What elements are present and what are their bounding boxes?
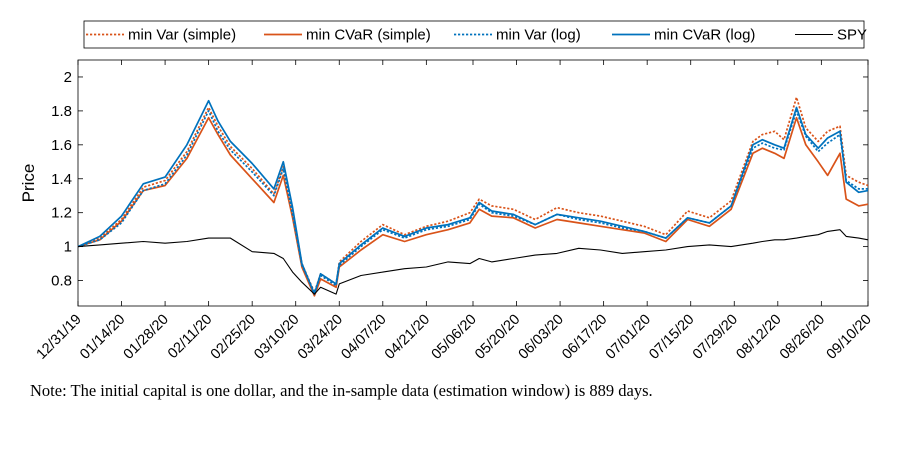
figure-note: Note: The initial capital is one dollar,… — [30, 381, 653, 400]
legend-label-2: min Var (log) — [496, 27, 581, 44]
y-tick-label: 1.8 — [51, 103, 72, 120]
x-tick-label: 08/26/20 — [777, 312, 828, 363]
x-axis: 12/31/1901/14/2001/28/2002/11/2002/25/20… — [34, 60, 875, 363]
y-tick-label: 0.8 — [51, 273, 72, 290]
x-tick-label: 03/24/20 — [295, 312, 346, 363]
x-tick-label: 06/17/20 — [559, 312, 610, 363]
y-tick-label: 2 — [64, 69, 72, 86]
series-line-2 — [77, 110, 868, 294]
y-axis: 0.8 1 1.2 1.4 1.6 1.8 2 — [51, 69, 868, 290]
x-tick-label: 07/29/20 — [690, 312, 741, 363]
axes-box — [77, 59, 869, 307]
x-tick-label: 06/03/20 — [516, 312, 567, 363]
x-tick-label: 08/12/20 — [733, 312, 784, 363]
y-tick-label: 1.4 — [51, 171, 72, 188]
series-line-1 — [77, 116, 869, 297]
series-line-3 — [77, 99, 869, 295]
x-tick-label: 02/25/20 — [208, 312, 259, 363]
series-line-0 — [77, 96, 869, 294]
y-tick-label: 1.6 — [51, 137, 72, 154]
series-line-4 — [77, 229, 869, 295]
x-tick-label: 07/15/20 — [646, 312, 697, 363]
x-tick-label: 01/28/20 — [121, 312, 172, 363]
price-line-chart: 0.8 1 1.2 1.4 1.6 1.8 2 12/31/1901/14/2001/28/… — [19, 20, 875, 363]
x-tick-label: 01/14/20 — [77, 312, 128, 363]
legend-label-0: min Var (simple) — [128, 27, 236, 44]
plot-area — [77, 59, 869, 307]
x-tick-label: 04/07/20 — [338, 312, 389, 363]
x-tick-label: 03/10/20 — [251, 312, 302, 363]
legend-label-3: min CVaR (log) — [654, 27, 755, 44]
x-tick-label: 12/31/19 — [34, 312, 85, 363]
legend: min Var (simple) min CVaR (simple) min Var… — [83, 20, 867, 49]
legend-label-4: SPY — [837, 27, 867, 44]
x-tick-label: 02/11/20 — [165, 312, 215, 362]
x-tick-label: 07/01/20 — [603, 312, 654, 363]
y-axis-label: Price — [19, 164, 38, 203]
x-tick-label: 05/20/20 — [472, 312, 523, 363]
x-tick-label: 09/10/20 — [824, 312, 875, 363]
y-tick-label: 1 — [64, 239, 72, 256]
legend-label-1: min CVaR (simple) — [306, 27, 431, 44]
x-tick-label: 04/21/20 — [382, 312, 433, 363]
x-tick-label: 05/06/20 — [429, 312, 480, 363]
y-tick-label: 1.2 — [51, 205, 72, 222]
